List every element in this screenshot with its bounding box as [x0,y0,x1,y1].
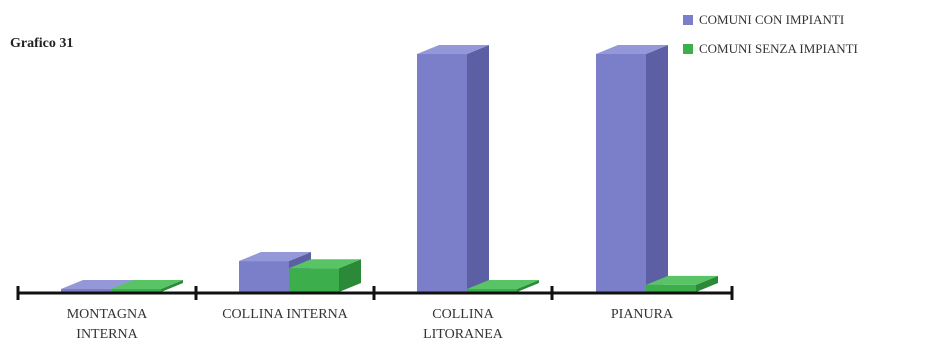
chart-legend: COMUNI CON IMPIANTI COMUNI SENZA IMPIANT… [683,10,858,68]
chart-caption: Grafico 31 [10,36,74,51]
bar-con-impianti-3 [596,45,668,292]
legend-swatch-senza-impianti [683,44,693,54]
bar-senza-impianti-3 [646,275,718,292]
bar-senza-impianti-2 [467,280,539,292]
legend-swatch-con-impianti [683,15,693,25]
category-label-3: PIANURA [611,307,674,322]
legend-label-senza-impianti: COMUNI SENZA IMPIANTI [699,41,858,56]
bar-con-impianti-2 [417,45,489,292]
category-label-0: MONTAGNA INTERNA [67,307,148,342]
legend-label-con-impianti: COMUNI CON IMPIANTI [699,12,845,27]
legend-item-senza-impianti: COMUNI SENZA IMPIANTI [683,39,858,59]
category-label-2: COLLINA LITORANEA [423,307,504,342]
bar-senza-impianti-0 [111,280,183,292]
bar-senza-impianti-1 [289,259,361,292]
category-label-1: COLLINA INTERNA [222,307,348,322]
legend-item-con-impianti: COMUNI CON IMPIANTI [683,10,858,30]
